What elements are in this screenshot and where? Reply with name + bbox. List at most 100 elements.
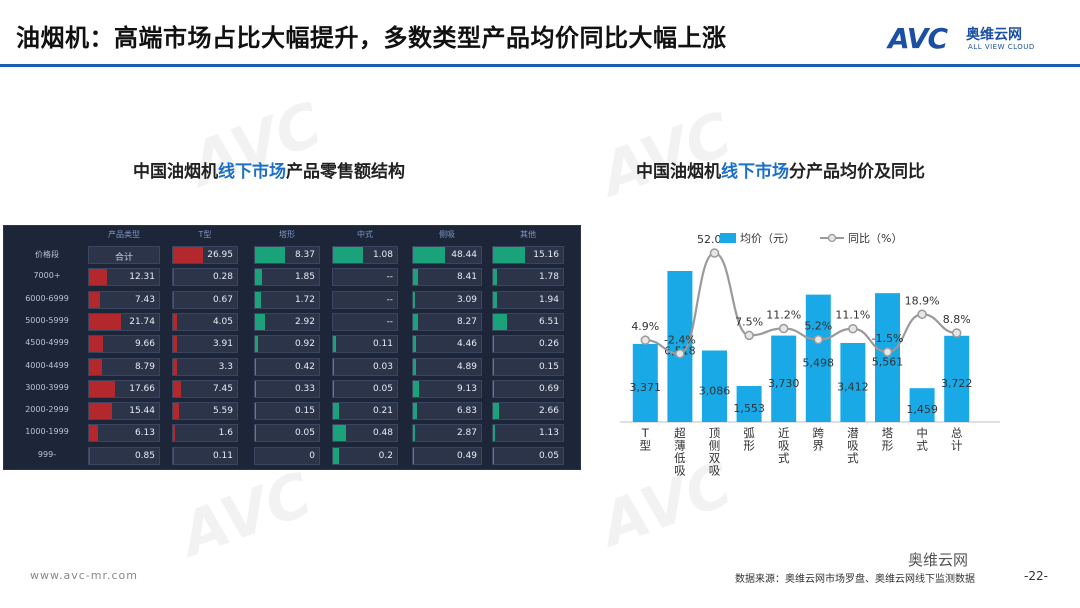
table-row: 4500-4999 9.66 3.91 0.92 0.11 4.46 0.26 [4,333,580,355]
table-cell: 0.67 [172,290,238,309]
table-cell: 1.85 [254,268,320,287]
table-cell: 4.05 [172,312,238,331]
row-label: 价格段 [35,250,59,259]
cell-value: 3.09 [456,294,477,305]
yoy-point [744,330,754,341]
column-header: 侧吸 [439,230,455,239]
column-header: 塔形 [279,230,295,239]
cell-value: -- [386,272,394,283]
yoy-point [640,335,651,345]
column-header: T型 [198,230,212,239]
cell-value: 12.31 [129,272,155,283]
bar-value-label: 1,553 [733,402,765,415]
cell-bar [255,313,266,330]
cell-bar [413,425,415,442]
cell-bar [89,269,108,286]
table-cell: 0.28 [172,268,238,287]
table-cell: 4.46 [412,335,482,354]
table-row: 2000-2999 15.44 5.59 0.15 0.21 6.83 2.66 [4,400,580,422]
table-cell: 0.15 [492,357,564,376]
table-cell: 0.49 [412,446,482,465]
watermark: AVC [592,99,741,211]
category-label: 总 [951,426,963,440]
cell-value: 6.13 [134,428,155,439]
cell-bar [173,291,174,308]
table-cell: 0.21 [332,402,398,421]
row-label: 1000-1999 [25,427,69,437]
cell-bar [255,291,262,308]
table-cell: 0.48 [332,424,398,443]
cell-value: 8.27 [456,316,477,327]
cell-value: 0.92 [294,339,315,350]
table-cell: -- [332,290,398,309]
cell-value: 7.43 [134,294,155,305]
table-cell: 0.2 [332,446,398,465]
bar-value-label: 3,722 [941,377,973,390]
yoy-value-label: 4.9% [631,320,659,333]
category-label: 吸 [709,464,721,478]
cell-value: 2.92 [294,316,315,327]
yoy-value-label: 7.5% [735,315,763,328]
table-row: 999- 0.85 0.11 0 0.2 0.49 0.05 [4,445,580,467]
table-cell: 0.85 [88,446,160,465]
table-cell: 3.3 [172,357,238,376]
cell-bar [173,313,178,330]
table-cell: 0.15 [254,402,320,421]
table-row: 4000-4499 8.79 3.3 0.42 0.03 4.89 0.15 [4,356,580,378]
table-cell: 1.6 [172,424,238,443]
cell-value: 9.13 [456,383,477,394]
yoy-value-label: 5.2% [804,320,832,333]
category-label: 薄 [674,439,686,453]
table-cell: 0.33 [254,379,320,398]
bar-value-label: 3,730 [768,377,800,390]
cell-bar [413,447,414,464]
table-cell: 2.92 [254,312,320,331]
watermark: AVC [172,459,321,571]
cell-bar [173,425,175,442]
table-row: 7000+ 12.31 0.28 1.85 -- 8.41 1.78 [4,266,580,288]
table-cell: 15.44 [88,402,160,421]
cell-bar [255,247,285,263]
category-label: 近 [778,426,790,440]
cell-value: 0.69 [538,383,559,394]
cell-value: 1.85 [294,272,315,283]
cell-bar [413,336,416,353]
bar [736,386,762,422]
yoy-value-label: 8.8% [943,313,971,326]
cell-bar [173,358,177,375]
cell-bar [89,447,91,464]
cell-value: 0.05 [372,383,393,394]
cell-value: 0.05 [538,450,559,461]
cell-value: 0.33 [294,383,315,394]
bar [771,335,797,422]
table-cell: 6.51 [492,312,564,331]
cell-value: 21.74 [129,316,155,327]
table-cell: 2.87 [412,424,482,443]
table-cell: 3.91 [172,335,238,354]
cell-bar [173,247,203,263]
yoy-value-label: 11.1% [835,309,870,322]
yoy-point [709,248,720,258]
footer-url[interactable]: www.avc-mr.com [30,569,138,582]
legend-swatch-point [827,233,837,243]
yoy-value-label: -2.4% [664,334,696,347]
cell-value: 0.15 [294,406,315,417]
column-header: 中式 [357,230,373,239]
cell-value: 0.48 [372,428,393,439]
yoy-value-label: 18.9% [905,294,940,307]
table-cell: 3.09 [412,290,482,309]
cell-value: 0.42 [294,361,315,372]
cell-bar [89,291,101,308]
bar [875,293,900,422]
cell-value: 4.46 [456,339,477,350]
cell-bar [413,313,419,330]
cell-bar [173,269,174,286]
table-cell: 1.72 [254,290,320,309]
data-source: 数据来源：奥维云网市场罗盘、奥维云网线下监测数据 [735,574,975,585]
cell-value: 0 [309,450,315,461]
table-cell: 0.05 [492,446,564,465]
retail-structure-table: 产品类型 T型 塔形 中式 侧吸 其他 价格段 合计 26.95 8.37 1.08 48.44 15… [3,225,581,470]
table-cell: 12.31 [88,268,160,287]
table-cell: 0.26 [492,335,564,354]
cell-value: 3.91 [212,339,233,350]
